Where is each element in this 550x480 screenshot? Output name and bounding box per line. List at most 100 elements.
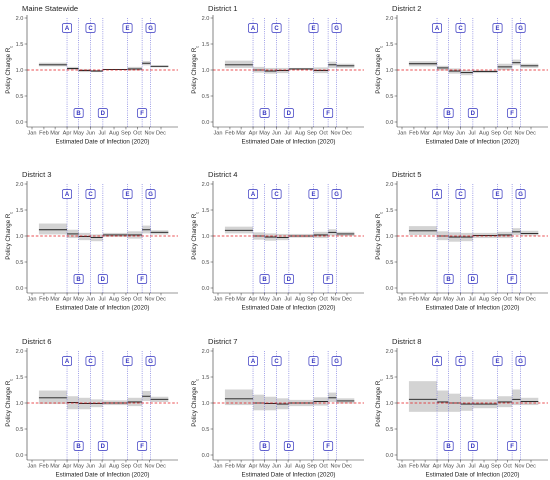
- policy-label-box: [283, 441, 294, 451]
- x-tick-label: Nov: [514, 297, 524, 303]
- x-tick-label: Jul: [469, 297, 476, 303]
- chart-panel: District 3 Policy Change Rt A B C D E F G 0.0 0.5 1…: [5, 170, 178, 311]
- y-axis-title-subscript: t: [9, 46, 15, 48]
- x-tick-label: Nov: [514, 131, 524, 137]
- chart-panel: District 6 Policy Change Rt A B C D E F G 0.0 0.5 1…: [5, 337, 178, 478]
- x-tick-label: Aug: [479, 297, 489, 303]
- policy-label-box: [248, 189, 258, 199]
- y-axis-title-subscript: t: [195, 379, 201, 381]
- policy-label-box: [515, 189, 526, 199]
- policy-label-box: [62, 356, 72, 366]
- policy-label: B: [76, 111, 81, 117]
- x-axis-title: Estimated Date of Infection (2020): [426, 471, 520, 478]
- x-tick-label: Jul: [99, 131, 106, 137]
- chart-panel: Maine Statewide Policy Change Rt A B C D E F G 0.…: [5, 4, 178, 145]
- x-tick-label: Oct: [319, 297, 328, 303]
- policy-label-box: [145, 189, 156, 199]
- x-tick-label: Jan: [213, 297, 222, 303]
- x-axis-title: Estimated Date of Infection (2020): [242, 138, 336, 145]
- policy-label-box: [443, 108, 454, 118]
- policy-label-box: [62, 23, 72, 33]
- policy-label: B: [76, 277, 81, 283]
- policy-label: E: [125, 192, 129, 198]
- x-tick-label: Jun: [456, 297, 465, 303]
- rt-confidence-band: [224, 60, 254, 68]
- x-axis-title: Estimated Date of Infection (2020): [242, 304, 336, 311]
- y-axis-title-text: Policy Change R: [375, 213, 382, 260]
- policy-label: D: [471, 111, 476, 117]
- x-tick-label: Mar: [236, 464, 246, 470]
- policy-label-box: [492, 23, 503, 33]
- y-axis-title-text: Policy Change R: [375, 47, 382, 94]
- policy-label: A: [65, 192, 70, 198]
- policy-label: G: [518, 192, 523, 198]
- y-tick-label: 1.5: [202, 208, 210, 214]
- policy-label: C: [88, 192, 93, 198]
- policy-label-box: [323, 108, 334, 118]
- y-tick-label: 0.5: [202, 427, 210, 433]
- rt-confidence-band: [437, 390, 449, 412]
- x-tick-label: Oct: [133, 131, 142, 137]
- x-tick-label: Mar: [420, 297, 430, 303]
- y-tick-label: 0.0: [202, 286, 210, 292]
- policy-label-box: [137, 441, 148, 451]
- y-tick-label: 0.0: [16, 286, 24, 292]
- policy-label-box: [145, 356, 156, 366]
- y-tick-label: 1.0: [202, 68, 210, 74]
- policy-label-box: [137, 108, 148, 118]
- policy-label: B: [76, 444, 81, 450]
- x-tick-label: Nov: [144, 297, 154, 303]
- policy-label-box: [331, 23, 342, 33]
- x-tick-label: Jun: [272, 297, 281, 303]
- policy-label-box: [271, 23, 282, 33]
- policy-label: D: [471, 444, 476, 450]
- x-tick-label: Feb: [409, 464, 419, 470]
- y-axis-title-subscript: t: [195, 212, 201, 214]
- policy-label: D: [287, 277, 292, 283]
- chart-panel: District 5 Policy Change Rt A B C D E F G 0.0 0.5 1…: [375, 170, 548, 311]
- x-tick-label: Nov: [330, 464, 340, 470]
- x-tick-label: Oct: [133, 297, 142, 303]
- policy-label: D: [287, 111, 292, 117]
- panel-title: District 8: [392, 337, 422, 346]
- y-axis-title-text: Policy Change R: [5, 380, 12, 427]
- policy-label: D: [101, 111, 106, 117]
- policy-label-box: [492, 189, 503, 199]
- policy-label-box: [137, 274, 148, 284]
- y-tick-label: 0.5: [16, 94, 24, 100]
- policy-label-box: [73, 441, 84, 451]
- x-tick-label: Mar: [50, 297, 60, 303]
- policy-label: E: [311, 192, 315, 198]
- x-tick-label: Oct: [503, 297, 512, 303]
- policy-label: E: [495, 26, 499, 32]
- y-tick-label: 0.5: [386, 94, 394, 100]
- x-tick-label: Apr: [433, 131, 442, 137]
- x-tick-label: Feb: [39, 131, 49, 137]
- x-tick-label: May: [259, 297, 270, 303]
- x-axis-title: Estimated Date of Infection (2020): [56, 471, 150, 478]
- y-axis-title: Policy Change Rt: [5, 46, 15, 94]
- x-tick-label: Jul: [469, 464, 476, 470]
- policy-label-box: [122, 356, 133, 366]
- y-tick-label: 2.0: [386, 16, 394, 22]
- policy-label-box: [443, 441, 454, 451]
- y-tick-label: 2.0: [16, 16, 24, 22]
- policy-label: A: [251, 359, 256, 365]
- x-tick-label: Jun: [86, 297, 95, 303]
- x-tick-label: Oct: [319, 464, 328, 470]
- policy-label: C: [274, 192, 279, 198]
- x-tick-label: Jun: [86, 131, 95, 137]
- x-tick-label: Feb: [39, 464, 49, 470]
- policy-label-box: [515, 356, 526, 366]
- policy-label: E: [125, 359, 129, 365]
- x-tick-label: Jul: [469, 131, 476, 137]
- y-axis-title-text: Policy Change R: [5, 47, 12, 94]
- policy-label: C: [458, 192, 463, 198]
- chart-panel: District 8 Policy Change Rt A B C D E F G 0.0 0.5 1…: [375, 337, 548, 478]
- x-tick-label: Dec: [156, 131, 166, 137]
- policy-label: C: [458, 26, 463, 32]
- x-tick-label: Apr: [433, 297, 442, 303]
- rt-confidence-band: [38, 223, 68, 235]
- policy-label-box: [455, 23, 466, 33]
- x-tick-label: Sep: [307, 464, 317, 470]
